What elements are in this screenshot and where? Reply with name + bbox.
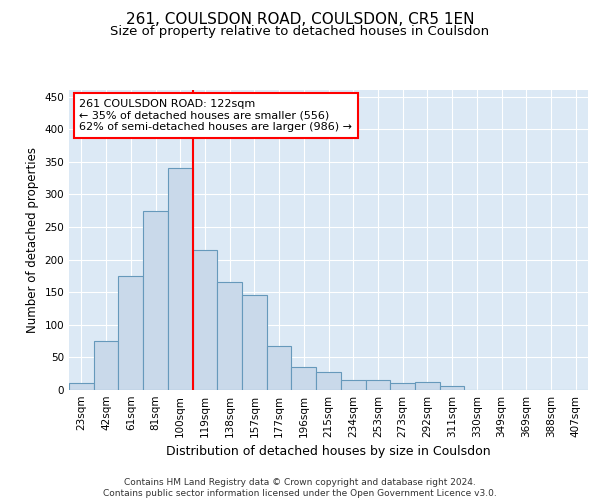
Bar (415, 382, 440, 390)
Bar (365, 380, 390, 390)
Bar (292, 367, 316, 390)
Bar (242, 296, 267, 390)
Text: 261, COULSDON ROAD, COULSDON, CR5 1EN: 261, COULSDON ROAD, COULSDON, CR5 1EN (126, 12, 474, 28)
Text: Size of property relative to detached houses in Coulsdon: Size of property relative to detached ho… (110, 25, 490, 38)
Text: 261 COULSDON ROAD: 122sqm
← 35% of detached houses are smaller (556)
62% of semi: 261 COULSDON ROAD: 122sqm ← 35% of detac… (79, 99, 352, 132)
Bar (390, 384, 415, 390)
Text: Contains HM Land Registry data © Crown copyright and database right 2024.
Contai: Contains HM Land Registry data © Crown c… (103, 478, 497, 498)
Bar (193, 250, 217, 390)
Bar (94, 341, 118, 390)
Bar (168, 168, 193, 390)
Bar (118, 276, 143, 390)
Bar (217, 282, 242, 390)
Bar (143, 210, 168, 390)
Bar (341, 380, 365, 390)
Bar (69, 384, 94, 390)
Bar (316, 372, 341, 390)
Y-axis label: Number of detached properties: Number of detached properties (26, 147, 39, 333)
X-axis label: Distribution of detached houses by size in Coulsdon: Distribution of detached houses by size … (166, 446, 491, 458)
Bar (440, 386, 464, 390)
Bar (267, 346, 292, 390)
